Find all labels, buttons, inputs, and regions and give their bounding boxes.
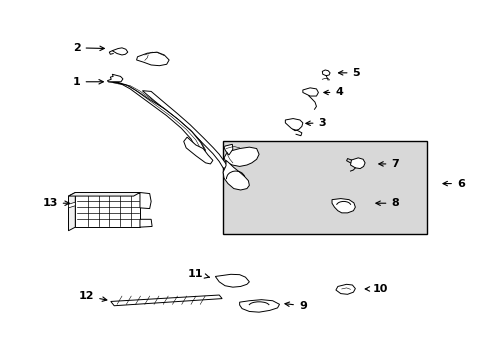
Polygon shape <box>223 160 249 190</box>
Polygon shape <box>239 300 279 312</box>
Polygon shape <box>285 118 302 131</box>
Text: 9: 9 <box>285 301 306 311</box>
Text: 11: 11 <box>188 269 209 279</box>
Text: 4: 4 <box>323 87 343 98</box>
Polygon shape <box>224 147 259 166</box>
Text: 5: 5 <box>338 68 359 78</box>
Text: 13: 13 <box>42 198 69 208</box>
Polygon shape <box>68 202 75 208</box>
Polygon shape <box>335 284 355 294</box>
Polygon shape <box>215 274 249 287</box>
Polygon shape <box>75 193 140 227</box>
Polygon shape <box>140 219 152 227</box>
Polygon shape <box>142 91 228 168</box>
Text: 10: 10 <box>365 284 387 294</box>
Text: 12: 12 <box>79 291 106 301</box>
Polygon shape <box>302 88 318 96</box>
Text: 2: 2 <box>73 43 104 53</box>
Polygon shape <box>111 295 222 306</box>
Text: 3: 3 <box>305 118 325 128</box>
Polygon shape <box>136 52 169 66</box>
Polygon shape <box>68 193 75 231</box>
Polygon shape <box>183 137 212 164</box>
Polygon shape <box>322 70 329 76</box>
Polygon shape <box>112 48 127 55</box>
Bar <box>222 141 426 234</box>
Polygon shape <box>350 158 365 168</box>
Polygon shape <box>107 74 122 82</box>
Polygon shape <box>108 82 205 152</box>
Text: 1: 1 <box>73 77 103 87</box>
Text: 8: 8 <box>375 198 398 208</box>
Polygon shape <box>224 144 232 155</box>
Polygon shape <box>140 193 151 208</box>
Polygon shape <box>68 193 140 196</box>
Text: 6: 6 <box>442 179 464 189</box>
Text: 7: 7 <box>378 159 398 169</box>
Polygon shape <box>331 199 355 213</box>
